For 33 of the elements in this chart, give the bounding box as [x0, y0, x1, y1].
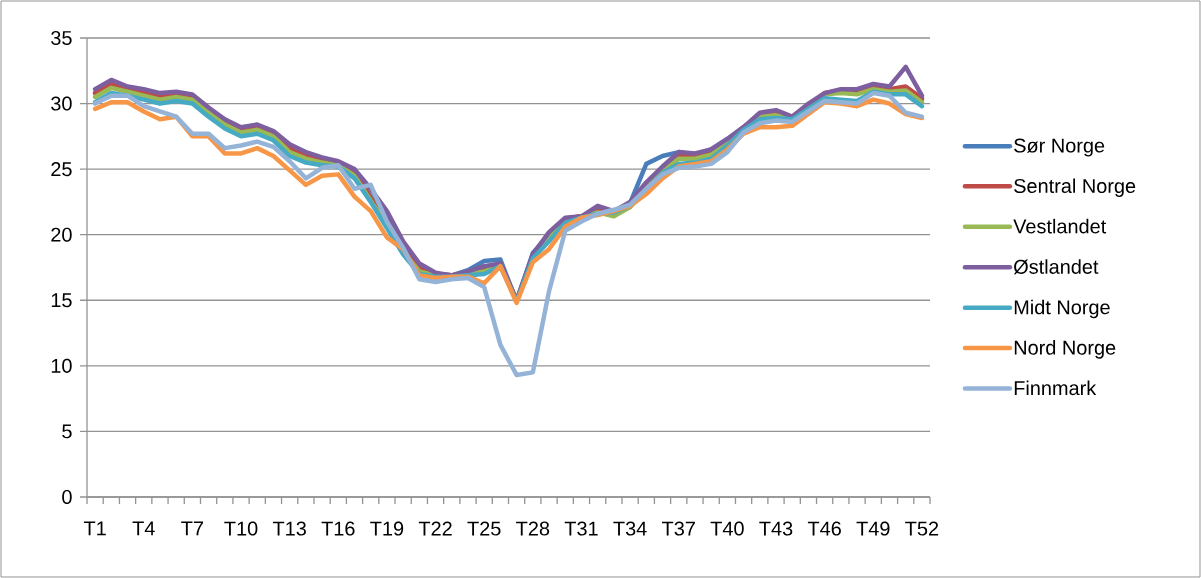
legend-label: Vestlandet [1013, 218, 1107, 234]
x-tick-label: T13 [272, 521, 306, 536]
legend-label: Midt Norge [1014, 299, 1110, 319]
y-tick-label: 0 [62, 489, 72, 505]
x-tick-label: T10 [224, 521, 258, 536]
x-tick-label: T49 [856, 521, 890, 536]
legend-label: Sør Norge [1014, 138, 1105, 157]
x-tick-label: T46 [807, 521, 841, 536]
y-tick-label: 10 [51, 358, 72, 373]
x-tick-label: T37 [662, 521, 695, 536]
x-tick-label: T16 [321, 521, 355, 536]
x-tick-label: T4 [132, 521, 155, 536]
legend-label: Sentral Norge [1014, 178, 1136, 197]
x-tick-label: T40 [710, 521, 744, 536]
y-tick-label: 25 [51, 162, 72, 177]
x-tick-label: T25 [467, 521, 501, 536]
x-tick-label: T19 [370, 521, 404, 536]
y-tick-label: 35 [51, 30, 72, 46]
x-tick-label: T52 [905, 521, 939, 536]
legend-label: Østlandet [1013, 259, 1099, 275]
x-tick-label: T31 [564, 521, 598, 536]
x-tick-label: T28 [516, 521, 550, 536]
legend-label: Nord Norge [1014, 340, 1116, 359]
x-tick-label: T34 [613, 521, 647, 536]
x-tick-label: T7 [181, 521, 204, 536]
y-tick-label: 20 [51, 227, 72, 242]
y-tick-label: 5 [62, 424, 72, 439]
y-tick-label: 15 [51, 293, 72, 308]
legend-label: Finnmark [1014, 380, 1097, 396]
y-tick-label: 30 [51, 96, 72, 111]
x-tick-label: T1 [83, 521, 106, 536]
x-tick-label: T43 [759, 521, 793, 536]
x-tick-label: T22 [418, 521, 452, 536]
